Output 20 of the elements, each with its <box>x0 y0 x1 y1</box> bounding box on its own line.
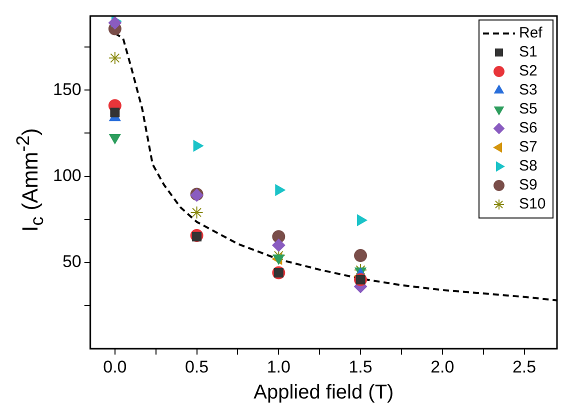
x-tick-label: 2.5 <box>512 357 536 376</box>
legend-label: S6 <box>519 120 538 137</box>
legend-label: S5 <box>519 100 538 118</box>
legend-label: S10 <box>519 196 546 213</box>
x-tick-label: 1.0 <box>266 357 290 376</box>
legend-label: Ref <box>519 24 544 42</box>
legend-label: S9 <box>519 176 538 194</box>
legend-label: S2 <box>519 62 538 80</box>
y-tick-label: 100 <box>52 166 82 185</box>
legend-label: S7 <box>519 138 538 156</box>
x-tick-label: 1.5 <box>348 357 372 376</box>
x-tick-label: 0.0 <box>103 357 127 376</box>
y-tick-label: 150 <box>52 80 82 99</box>
legend-label: S8 <box>519 158 538 175</box>
legend-label: S3 <box>519 82 538 99</box>
x-axis-title: Applied field (T) <box>254 382 394 404</box>
legend-label: S1 <box>519 44 538 61</box>
y-tick-label: 50 <box>62 252 82 272</box>
x-tick-label: 0.5 <box>184 357 209 376</box>
x-tick-label: 2.0 <box>430 357 454 376</box>
